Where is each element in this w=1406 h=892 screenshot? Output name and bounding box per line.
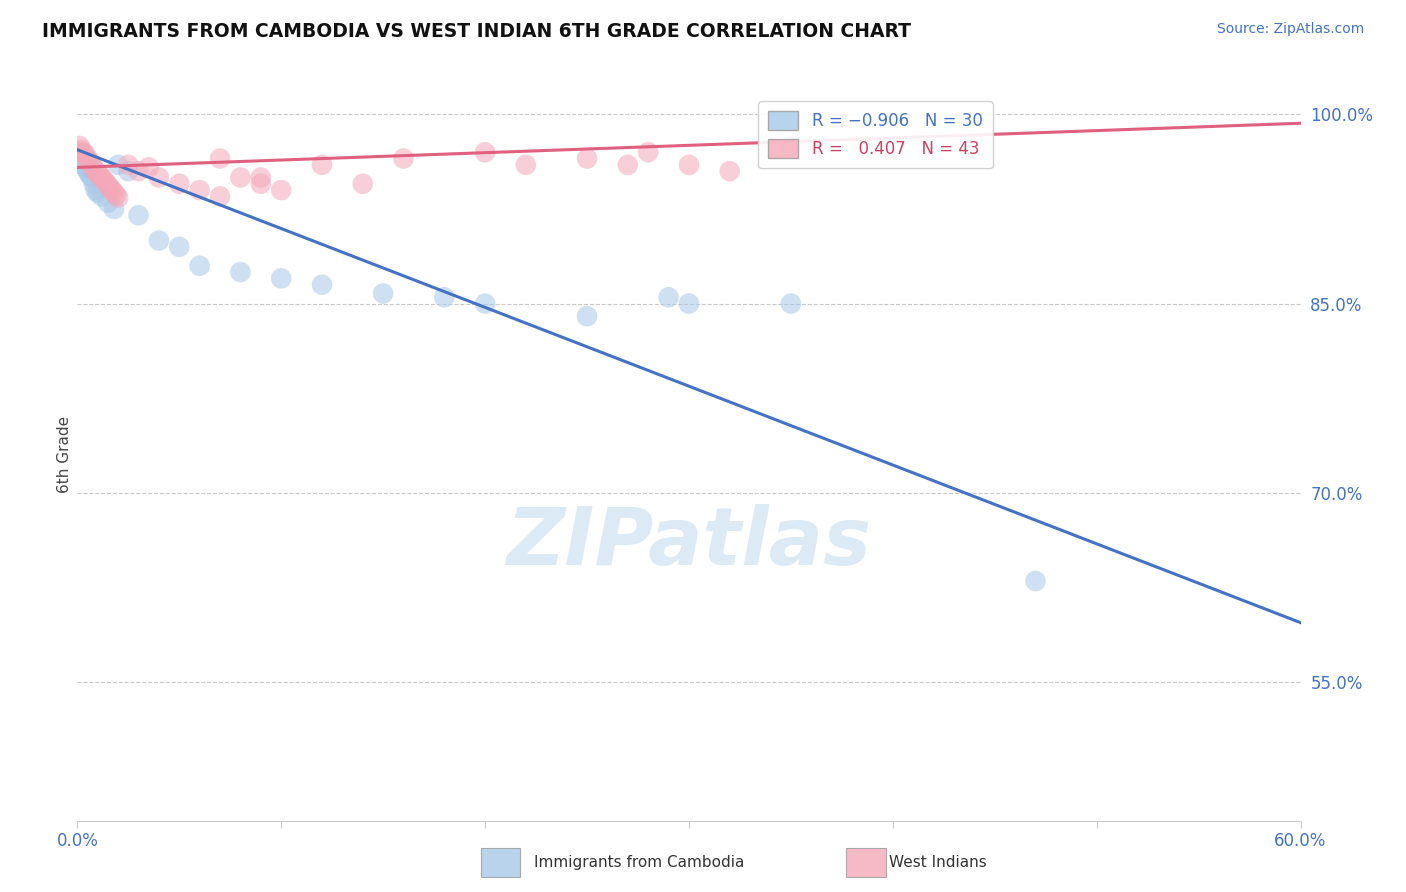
Point	[209, 152, 232, 166]
Point	[72, 158, 94, 172]
Point	[76, 152, 98, 166]
Point	[169, 177, 191, 191]
Point	[188, 183, 211, 197]
Point	[270, 271, 292, 285]
Point	[79, 168, 101, 182]
Point	[209, 189, 232, 203]
Point	[117, 158, 139, 172]
Point	[250, 170, 273, 185]
Point	[270, 183, 292, 197]
Point	[75, 148, 97, 162]
Point	[229, 170, 252, 185]
Point	[576, 152, 599, 166]
Point	[70, 152, 93, 166]
Point	[83, 161, 105, 175]
Point	[658, 290, 681, 304]
Point	[474, 296, 496, 310]
Point	[474, 145, 496, 160]
Point	[105, 188, 128, 202]
Text: Immigrants from Cambodia: Immigrants from Cambodia	[534, 855, 745, 870]
Point	[107, 191, 129, 205]
Point	[148, 234, 170, 248]
Point	[128, 208, 150, 222]
Point	[94, 176, 117, 190]
Point	[229, 265, 252, 279]
Point	[84, 183, 107, 197]
Point	[80, 158, 103, 172]
Point	[352, 177, 374, 191]
Point	[97, 195, 120, 210]
Point	[515, 158, 537, 172]
Point	[117, 164, 139, 178]
Point	[70, 143, 93, 157]
Point	[101, 183, 124, 197]
Point	[780, 296, 803, 310]
Point	[780, 139, 803, 153]
Point	[87, 167, 110, 181]
Point	[76, 164, 98, 178]
Point	[67, 139, 90, 153]
Point	[1025, 574, 1047, 588]
Point	[75, 161, 97, 175]
Point	[188, 259, 211, 273]
Point	[128, 164, 150, 178]
Point	[89, 168, 111, 182]
Text: IMMIGRANTS FROM CAMBODIA VS WEST INDIAN 6TH GRADE CORRELATION CHART: IMMIGRANTS FROM CAMBODIA VS WEST INDIAN …	[42, 22, 911, 41]
Point	[169, 240, 191, 254]
Point	[107, 158, 129, 172]
Point	[98, 180, 121, 194]
Point	[72, 145, 94, 160]
Text: ZIPatlas: ZIPatlas	[506, 504, 872, 582]
Point	[637, 145, 659, 160]
Point	[371, 286, 394, 301]
Y-axis label: 6th Grade: 6th Grade	[56, 417, 72, 493]
Point	[80, 170, 103, 185]
Point	[83, 177, 105, 191]
Point	[433, 290, 456, 304]
Point	[617, 158, 640, 172]
Point	[67, 145, 90, 160]
Text: West Indians: West Indians	[889, 855, 987, 870]
Point	[103, 202, 125, 216]
Point	[90, 170, 112, 185]
Point	[576, 309, 599, 323]
Point	[392, 152, 415, 166]
Point	[79, 154, 101, 169]
Point	[678, 296, 700, 310]
Point	[97, 178, 120, 192]
Point	[103, 186, 125, 200]
Point	[148, 170, 170, 185]
Point	[250, 177, 273, 191]
Point	[138, 161, 160, 175]
Point	[718, 164, 741, 178]
Point	[90, 189, 112, 203]
Point	[678, 158, 700, 172]
Point	[93, 173, 115, 187]
Text: Source: ZipAtlas.com: Source: ZipAtlas.com	[1216, 22, 1364, 37]
Point	[84, 164, 107, 178]
Legend: R = −0.906   N = 30, R =   0.407   N = 43: R = −0.906 N = 30, R = 0.407 N = 43	[758, 101, 993, 168]
Point	[87, 186, 110, 200]
Point	[311, 158, 333, 172]
Point	[311, 277, 333, 292]
